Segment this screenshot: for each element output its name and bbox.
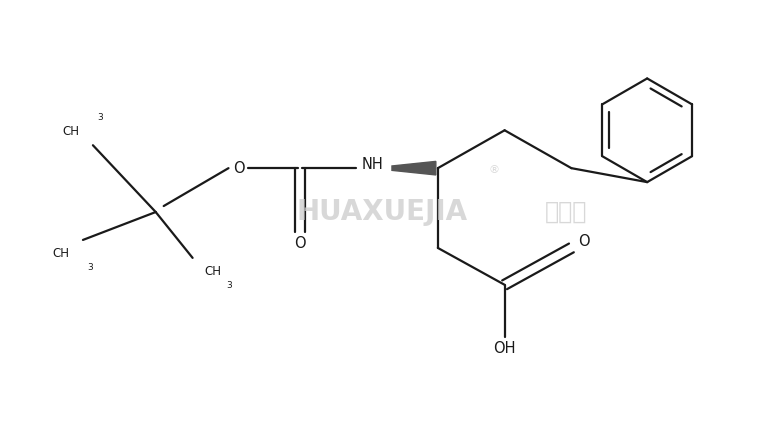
Text: O: O bbox=[578, 235, 590, 249]
Text: O: O bbox=[233, 161, 244, 176]
Polygon shape bbox=[392, 161, 435, 175]
Text: CH: CH bbox=[205, 265, 222, 279]
Text: O: O bbox=[294, 236, 306, 251]
Text: ®: ® bbox=[488, 165, 499, 175]
Text: NH: NH bbox=[361, 157, 383, 172]
Text: 3: 3 bbox=[87, 264, 92, 272]
Text: 3: 3 bbox=[97, 113, 102, 122]
Text: HUAXUEJIA: HUAXUEJIA bbox=[296, 198, 468, 226]
Text: CH: CH bbox=[52, 247, 69, 260]
Text: OH: OH bbox=[494, 341, 516, 356]
Text: 化学加: 化学加 bbox=[545, 200, 588, 224]
Text: 3: 3 bbox=[226, 281, 232, 290]
Text: CH: CH bbox=[62, 125, 79, 138]
